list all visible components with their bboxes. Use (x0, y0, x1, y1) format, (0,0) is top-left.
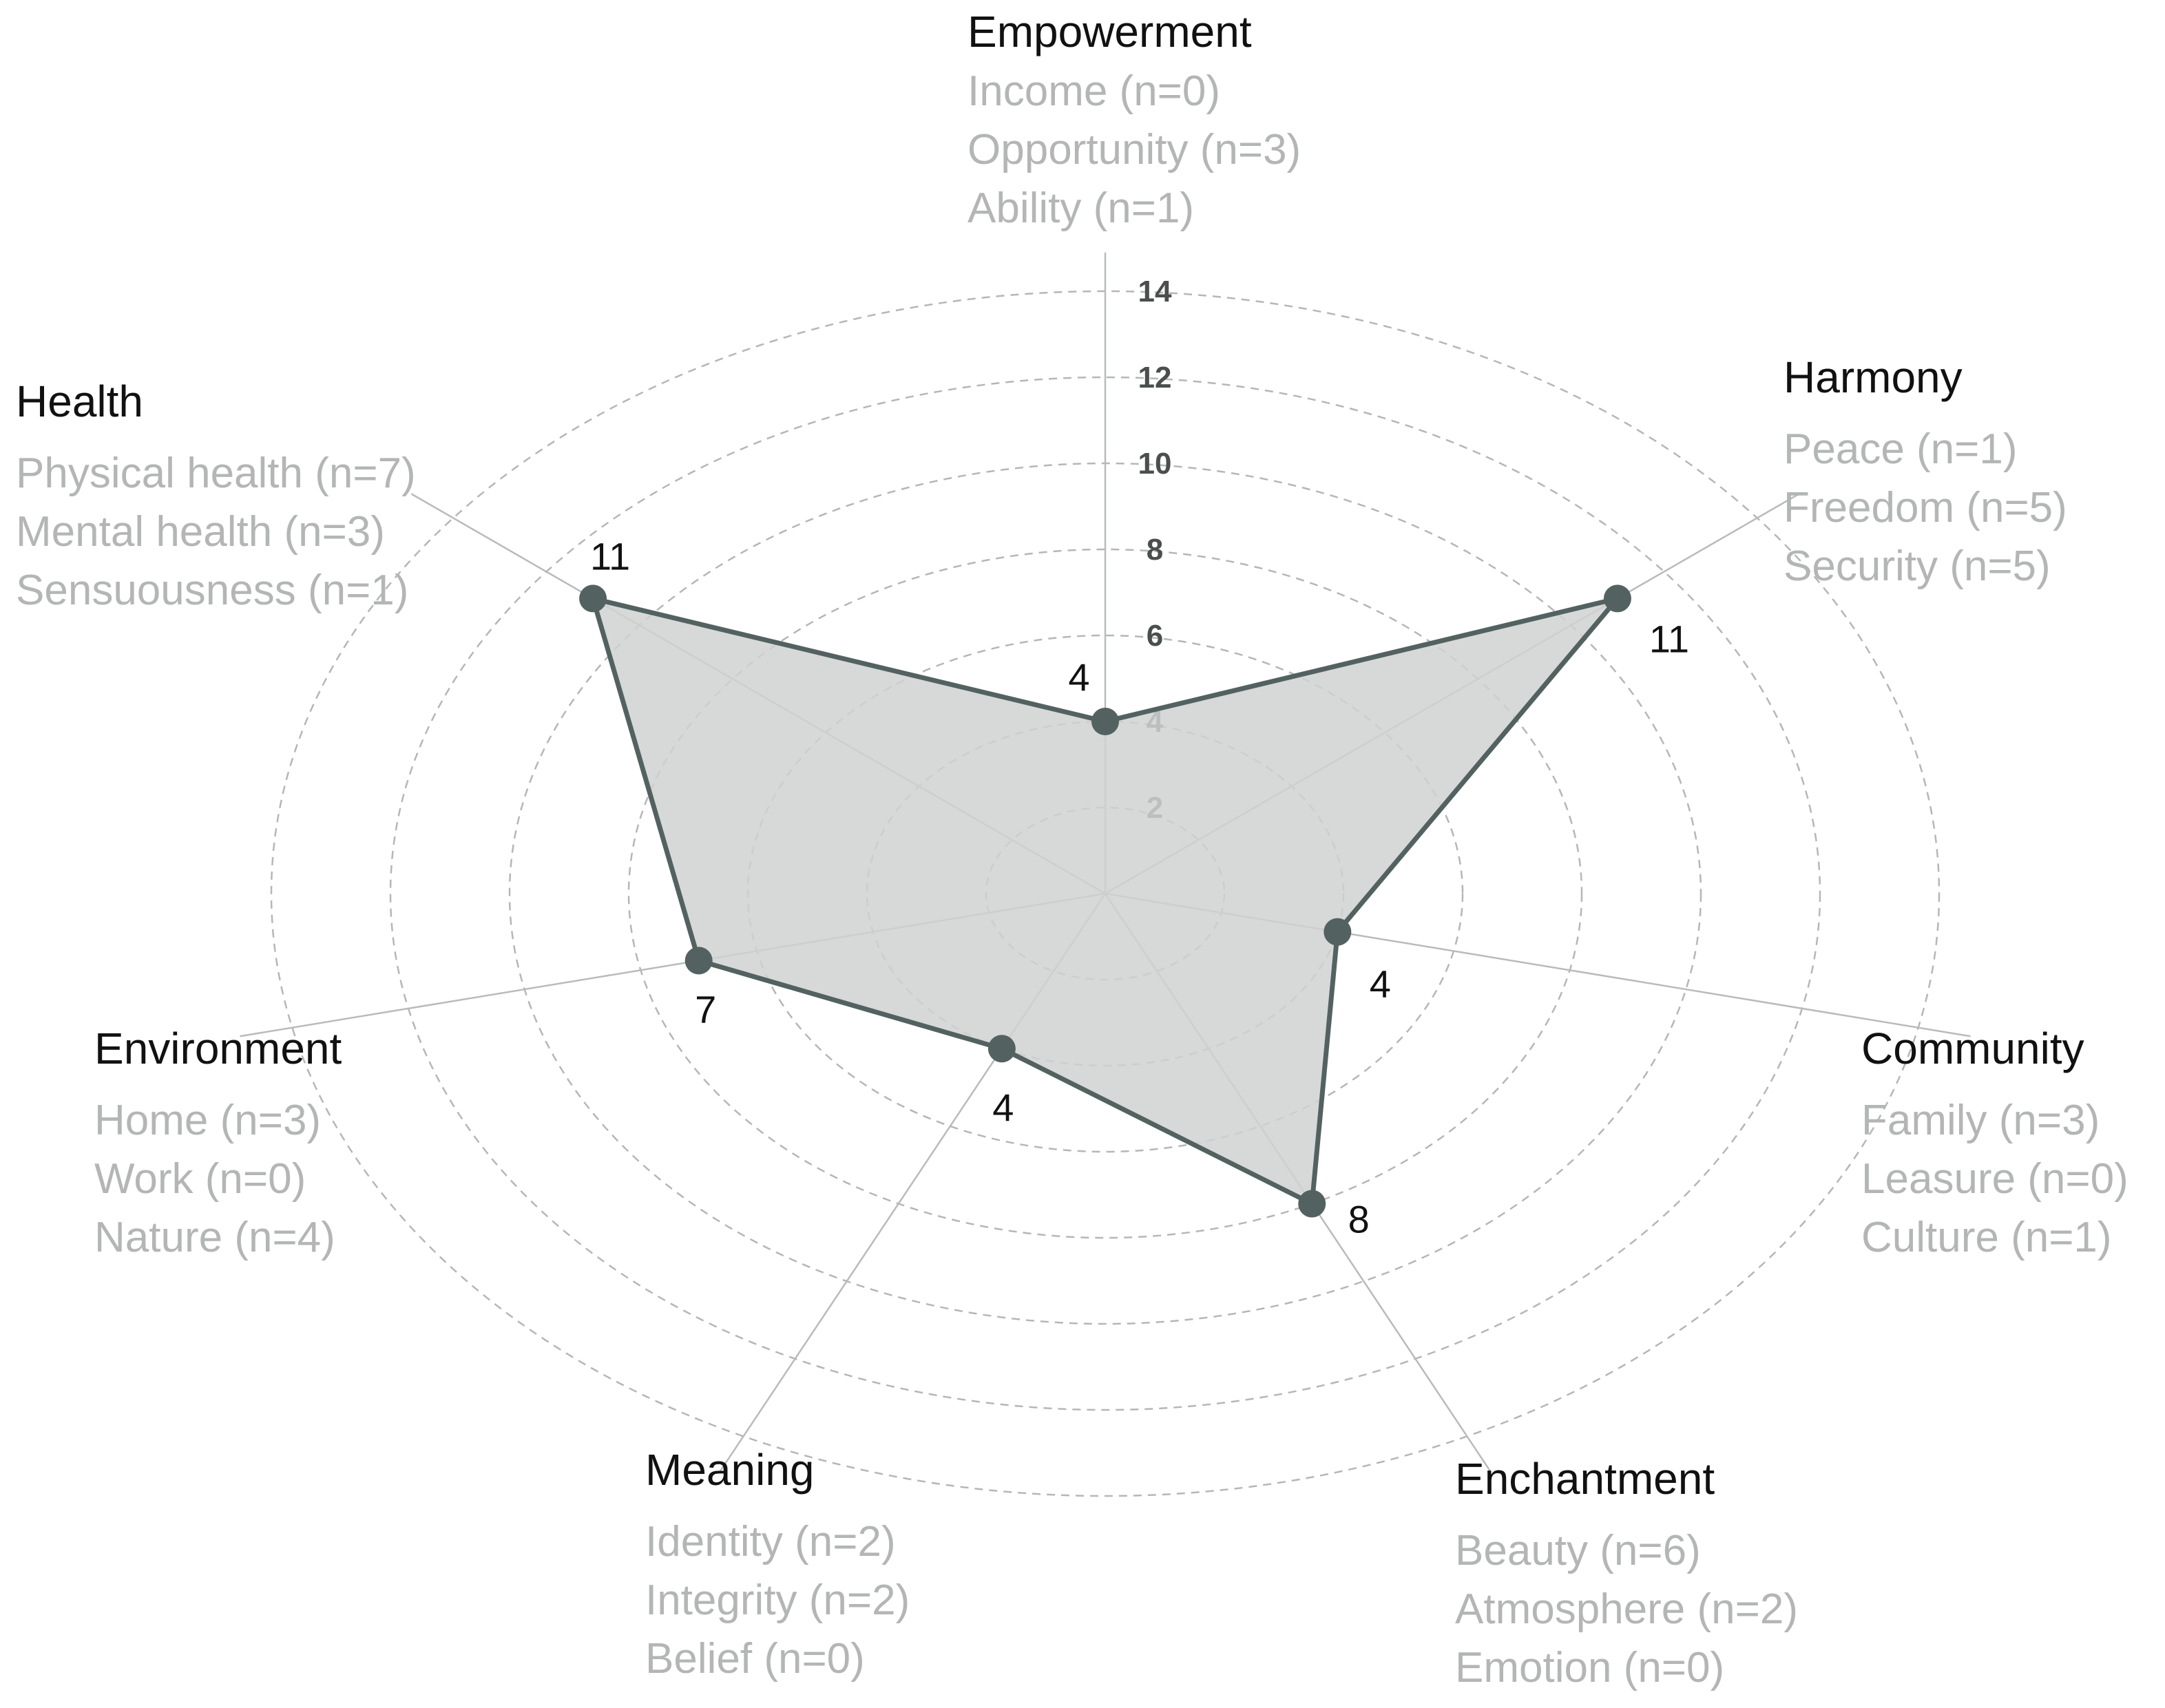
category-subitem-harmony-1: Peace (n=1) (1784, 425, 2018, 473)
tick-label-6: 6 (1147, 619, 1163, 653)
category-title-health: Health (16, 377, 143, 426)
category-subitem-community-1: Family (n=3) (1861, 1097, 2100, 1144)
tick-label-8: 8 (1147, 533, 1163, 567)
label-layer: Empowerment Income (n=0) Opportunity (n=3)… (16, 7, 2129, 1691)
category-subitem-meaning-3: Belief (n=0) (645, 1635, 865, 1683)
data-area (590, 595, 1620, 1206)
category-title-harmony: Harmony (1784, 352, 1963, 402)
category-label-empowerment: Empowerment Income (n=0) Opportunity (n=3)… (968, 7, 1301, 232)
data-point-health (579, 584, 607, 613)
grid-ring-12 (389, 376, 1821, 1411)
category-subitem-environment-1: Home (n=3) (94, 1097, 321, 1144)
category-title-enchantment: Enchantment (1455, 1454, 1715, 1504)
category-title-empowerment: Empowerment (968, 7, 1252, 56)
value-label-health: 11 (590, 534, 630, 578)
category-label-harmony: Harmony Peace (n=1) Freedom (n=5) Security … (1784, 352, 2067, 590)
category-label-meaning: Meaning Identity (n=2) Integrity (n=2) Beli… (645, 1445, 910, 1683)
category-subitem-enchantment-1: Beauty (n=6) (1455, 1527, 1701, 1574)
category-subitem-meaning-1: Identity (n=2) (645, 1518, 896, 1565)
category-subitem-enchantment-3: Emotion (n=0) (1455, 1644, 1724, 1691)
tick-label-12: 12 (1138, 361, 1172, 394)
category-subitem-meaning-2: Integrity (n=2) (645, 1577, 910, 1624)
category-title-community: Community (1861, 1024, 2084, 1073)
value-layer: 4 11 4 8 4 7 11 (590, 534, 1689, 1241)
category-subitem-enchantment-2: Atmosphere (n=2) (1455, 1585, 1798, 1633)
tick-label-14: 14 (1138, 275, 1172, 308)
data-point-environment (684, 947, 713, 975)
value-label-enchantment: 8 (1348, 1197, 1370, 1241)
category-subitem-community-3: Culture (n=1) (1861, 1214, 2112, 1261)
category-label-environment: Environment Home (n=3) Work (n=0) Nature (n… (94, 1024, 342, 1261)
marker-layer (579, 584, 1631, 1218)
data-point-empowerment (1091, 708, 1119, 735)
data-point-community (1324, 918, 1352, 946)
category-subitem-health-1: Physical health (n=7) (16, 450, 416, 497)
data-point-enchantment (1298, 1190, 1326, 1218)
category-subitem-health-2: Mental health (n=3) (16, 508, 385, 556)
category-label-enchantment: Enchantment Beauty (n=6) Atmosphere (n=2) E… (1455, 1454, 1798, 1691)
category-label-health: Health Physical health (n=7) Mental health… (16, 377, 416, 614)
value-label-community: 4 (1370, 962, 1391, 1006)
category-subitem-community-2: Leasure (n=0) (1861, 1155, 2129, 1203)
area-layer (590, 595, 1620, 1206)
value-label-environment: 7 (695, 987, 716, 1031)
data-point-meaning (987, 1035, 1016, 1063)
data-point-harmony (1603, 584, 1631, 613)
value-label-harmony: 11 (1649, 617, 1689, 660)
value-label-meaning: 4 (992, 1086, 1014, 1129)
tick-label-10: 10 (1138, 447, 1172, 481)
category-subitem-harmony-3: Security (n=5) (1784, 542, 2051, 590)
category-subitem-empowerment-3: Ability (n=1) (968, 184, 1194, 232)
category-title-meaning: Meaning (645, 1445, 815, 1495)
category-subitem-empowerment-1: Income (n=0) (968, 67, 1220, 115)
value-label-empowerment: 4 (1068, 655, 1089, 699)
grid-ring-8 (627, 548, 1583, 1239)
category-subitem-health-3: Sensuousness (n=1) (16, 567, 408, 614)
category-subitem-environment-3: Nature (n=4) (94, 1214, 335, 1261)
category-label-community: Community Family (n=3) Leasure (n=0) Cultur… (1861, 1024, 2129, 1261)
category-subitem-harmony-2: Freedom (n=5) (1784, 484, 2067, 531)
category-subitem-environment-2: Work (n=0) (94, 1155, 306, 1203)
category-subitem-empowerment-2: Opportunity (n=3) (968, 126, 1301, 173)
category-title-environment: Environment (94, 1024, 342, 1073)
